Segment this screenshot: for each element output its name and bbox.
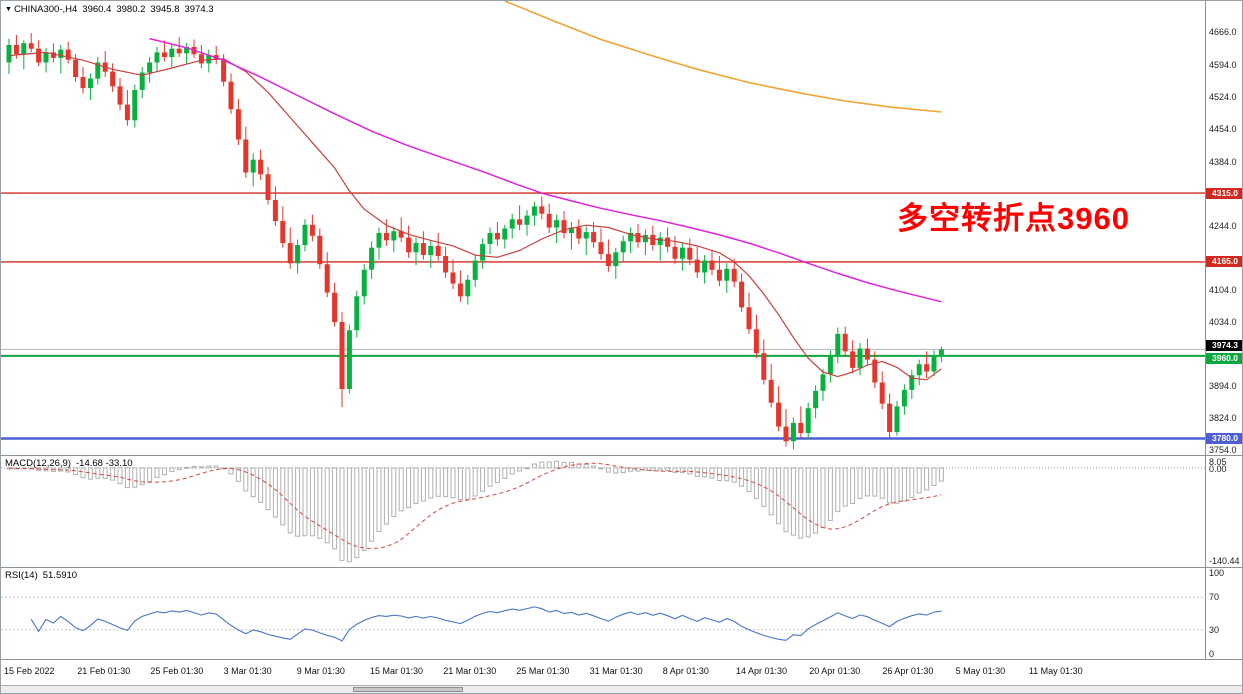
time-axis[interactable]: 15 Feb 2022 21 Feb 01:30 25 Feb 01:30 3 Mar… xyxy=(1,659,1242,685)
collapse-triangle-icon[interactable]: ▼ xyxy=(5,6,12,13)
time-axis-label: 14 Apr 01:30 xyxy=(736,666,788,676)
candlestick-chart[interactable] xyxy=(1,1,1205,455)
ohlc-high: 3980.2 xyxy=(116,4,146,15)
time-axis-label: 8 Apr 01:30 xyxy=(662,666,709,676)
price-line-label: 3960.0 xyxy=(1206,353,1242,365)
time-axis-label: 25 Mar 01:30 xyxy=(516,666,570,676)
rsi-level-label: 0 xyxy=(1209,649,1215,659)
time-axis-label: 31 Mar 01:30 xyxy=(589,666,643,676)
macd-name: MACD(12,26,9) xyxy=(5,458,71,469)
time-axis-label: 21 Mar 01:30 xyxy=(443,666,497,676)
rsi-level-label: 100 xyxy=(1209,568,1225,578)
ohlc-close: 3974.3 xyxy=(184,4,214,15)
rsi-chart[interactable] xyxy=(1,568,1205,659)
price-line-label: 4315.0 xyxy=(1206,187,1242,199)
macd-axis-label: -140.44 xyxy=(1209,556,1240,566)
price-tick-label: 3754.0 xyxy=(1209,445,1237,456)
macd-axis[interactable]: 8.05 0.00 -140.44 xyxy=(1205,456,1242,567)
macd-indicator-pane[interactable]: 8.05 0.00 -140.44 MACD(12,26,9) -14.68 -33.… xyxy=(1,455,1242,567)
time-axis-label: 15 Feb 2022 xyxy=(4,666,55,676)
time-axis-label: 11 May 01:30 xyxy=(1028,666,1083,676)
time-axis-label: 21 Feb 01:30 xyxy=(77,666,131,676)
price-line-label: 3780.0 xyxy=(1206,432,1242,444)
time-axis-label: 15 Mar 01:30 xyxy=(370,666,424,676)
rsi-level-label: 30 xyxy=(1209,624,1220,635)
price-chart-pane[interactable]: 4666.0 4594.0 4524.0 4454.0 4384.0 4244.0 4104… xyxy=(1,1,1242,455)
price-line-label: 4165.0 xyxy=(1206,256,1242,268)
price-tick-label: 4384.0 xyxy=(1209,156,1237,167)
scrollbar-thumb[interactable] xyxy=(353,687,463,692)
price-tick-label: 3824.0 xyxy=(1209,413,1237,424)
price-axis[interactable]: 4666.0 4594.0 4524.0 4454.0 4384.0 4244.0 4104… xyxy=(1205,1,1242,456)
time-axis-label: 26 Apr 01:30 xyxy=(882,666,934,676)
time-axis-label: 25 Feb 01:30 xyxy=(150,666,204,676)
macd-axis-label: 0.00 xyxy=(1209,463,1227,474)
macd-values: -14.68 -33.10 xyxy=(76,458,133,469)
macd-axis-label: 8.05 xyxy=(1209,457,1227,467)
price-tick-label: 4454.0 xyxy=(1209,124,1237,135)
price-tick-label: 3894.0 xyxy=(1209,381,1237,392)
time-axis-label: 5 May 01:30 xyxy=(955,666,1006,676)
rsi-label: RSI(14) 51.5910 xyxy=(5,570,77,581)
macd-label: MACD(12,26,9) -14.68 -33.10 xyxy=(5,458,133,469)
chart-title: ▼ CHINA300-,H4 3960.4 3980.2 3945.8 3974.3 xyxy=(5,4,214,15)
macd-chart[interactable] xyxy=(1,456,1205,567)
price-tick-label: 4034.0 xyxy=(1209,317,1237,327)
price-tick-label: 4244.0 xyxy=(1209,220,1237,231)
price-tick-label: 4104.0 xyxy=(1209,284,1237,295)
time-axis-label: 9 Mar 01:30 xyxy=(296,666,345,676)
rsi-level-label: 70 xyxy=(1209,592,1220,603)
rsi-axis[interactable]: 100 70 30 0 xyxy=(1205,568,1242,659)
symbol-timeframe: CHINA300-,H4 xyxy=(13,4,78,15)
price-tick-label: 4666.0 xyxy=(1209,27,1237,38)
time-axis-label: 3 Mar 01:30 xyxy=(223,666,272,676)
ohlc-low: 3945.8 xyxy=(150,4,180,15)
price-tick-label: 4594.0 xyxy=(1209,60,1237,71)
time-axis-label: 20 Apr 01:30 xyxy=(809,666,861,676)
price-tick-label: 4524.0 xyxy=(1209,92,1237,103)
rsi-value: 51.5910 xyxy=(42,570,78,581)
horizontal-scrollbar[interactable] xyxy=(1,685,1242,693)
rsi-name: RSI(14) xyxy=(5,570,38,581)
ohlc-open: 3960.4 xyxy=(82,4,112,15)
rsi-indicator-pane[interactable]: 100 70 30 0 RSI(14) 51.5910 xyxy=(1,567,1242,659)
price-line-label: 3974.3 xyxy=(1206,339,1242,351)
chart-annotation-text: 多空转折点3960 xyxy=(897,201,1130,236)
